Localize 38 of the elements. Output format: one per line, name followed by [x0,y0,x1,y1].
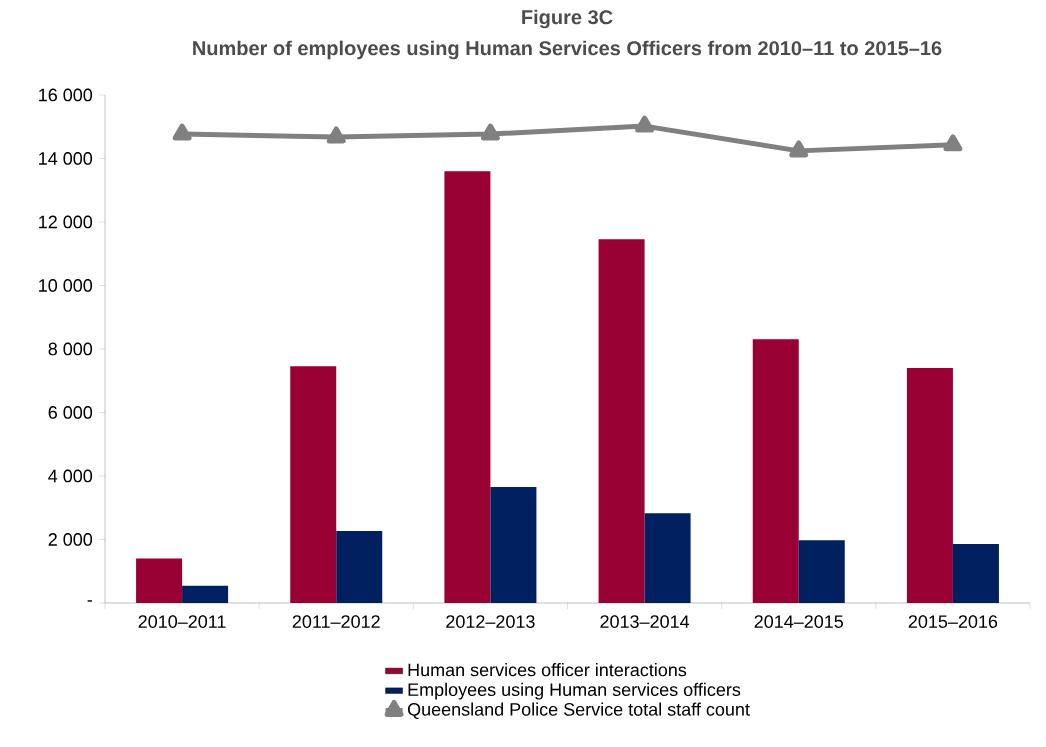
bar [336,530,383,603]
legend-label: Queensland Police Service total staff count [407,702,750,720]
point [789,140,809,158]
bar [906,368,953,603]
legend-label: Employees using Human services officers [408,682,741,700]
point [635,115,655,133]
x-tick-label: 2012–2013 [446,615,535,628]
bar [182,585,229,603]
chart-title: Figure 3C [522,9,613,29]
y-tick-label: 16 000 [39,88,93,102]
legend-label: Human services officer interactions [408,663,687,677]
x-tick-label: 2011–2012 [292,615,380,628]
point [943,134,963,152]
y-tick-label: 10 000 [39,279,93,292]
point [326,126,346,144]
bar [444,171,491,603]
y-tick-label: 6 000 [48,406,93,419]
bar [952,543,999,603]
bar [290,366,337,603]
point [480,123,500,141]
x-tick-label: 2014–2015 [754,615,844,628]
bar [644,513,691,603]
y-tick-label: 2 000 [48,533,93,546]
bar [798,540,845,603]
x-tick-label: 2013–2014 [600,615,690,628]
x-tick-label: 2015–2016 [908,615,998,628]
y-tick-label: 8 000 [48,342,93,356]
y-tick-label: 4 000 [48,469,93,483]
bar [752,339,799,603]
bar [490,487,537,603]
bar [598,239,645,603]
chart-subtitle: Number of employees using Human Services Officers from 2010–11 to 2015–16 [193,40,942,60]
y-tick-label: - [87,600,92,602]
y-tick-label: 14 000 [39,152,93,165]
bar [136,558,183,603]
y-tick-label: 12 000 [39,215,93,229]
point [172,123,192,141]
x-tick-label: 2010–2011 [138,615,226,628]
